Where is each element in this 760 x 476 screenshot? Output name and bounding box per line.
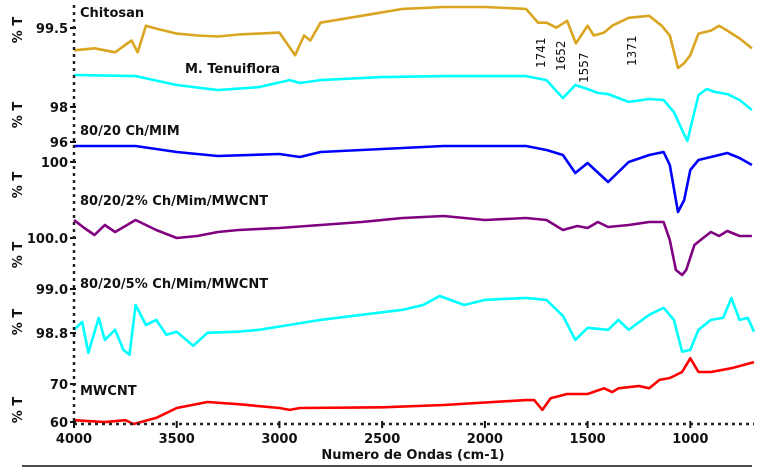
series-line: [73, 357, 755, 426]
x-tick-label: 4000: [56, 432, 92, 447]
series-label: 80/20 Ch/MIM: [80, 124, 180, 139]
y-tick-label: 70: [50, 378, 68, 393]
y-tick-label: 99.5: [36, 22, 68, 37]
y-axis-label: % T: [11, 309, 26, 336]
annotation-1741: 1741: [534, 37, 548, 68]
series-label: MWCNT: [80, 384, 137, 399]
panel-6: MWCNT % T 70 60: [11, 357, 755, 431]
series-line: [74, 144, 753, 214]
panel-2: M. Tenuiflora % T 98 96: [11, 62, 753, 151]
panels: Chitosan% T 99.5M. Tenuiflora% T 989680/20…: [11, 5, 756, 431]
x-tick-label: 2000: [467, 432, 503, 447]
x-tick-label: 3000: [261, 432, 297, 447]
series-label: M. Tenuiflora: [185, 62, 280, 77]
panel-5: 80/20/5% Ch/Mim/MWCNT % T 99.0 98.8: [11, 277, 756, 357]
y-axis-label: % T: [11, 102, 26, 129]
series-label: Chitosan: [80, 6, 144, 21]
series-line: [73, 294, 756, 357]
series-label: 80/20/2% Ch/Mim/MWCNT: [80, 194, 268, 209]
y-tick-label: 100: [41, 156, 68, 171]
annotation-1557: 1557: [577, 52, 591, 83]
y-tick-label: 100.0: [27, 232, 68, 247]
x-tick-label: 1500: [570, 432, 606, 447]
x-tick-label: 1000: [672, 432, 708, 447]
x-tick-label: 2500: [364, 432, 400, 447]
y-axis-label: % T: [11, 397, 26, 424]
y-tick-label: 98: [50, 101, 68, 116]
y-tick-label: 60: [50, 416, 68, 431]
annotation-1652: 1652: [554, 40, 568, 71]
series-line: [73, 73, 753, 143]
y-axis-label: % T: [11, 172, 26, 199]
annotation-1371: 1371: [625, 35, 639, 66]
series-label: 80/20/5% Ch/Mim/MWCNT: [80, 277, 268, 292]
y-tick-label: 96: [50, 136, 68, 151]
series-line: [73, 5, 753, 70]
x-tick-label: 3500: [159, 432, 195, 447]
y-axis-label: % T: [11, 17, 26, 44]
y-axis-label: % T: [11, 242, 26, 269]
panel-1: Chitosan % T 99.5: [11, 5, 753, 70]
x-axis-label: Numero de Ondas (cm-1): [321, 448, 504, 463]
y-tick-label: 99.0: [36, 283, 68, 298]
series-line: [73, 214, 752, 277]
annotations: 1741 1652 1557 1371: [534, 35, 639, 83]
x-axis: 4000 3500 3000 2500 2000 1500 1000: [56, 5, 754, 447]
panel-3: 80/20 Ch/MIM % T 100: [11, 124, 753, 214]
y-tick-label: 98.8: [36, 327, 68, 342]
